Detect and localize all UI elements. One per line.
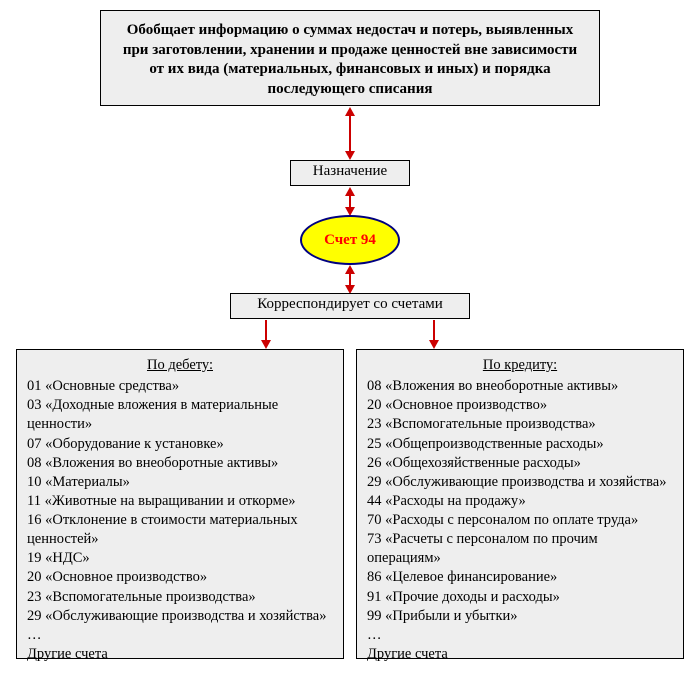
debit-title: По дебету: <box>27 356 333 375</box>
list-item: 16 «Отклонение в стоимости материальных … <box>27 511 333 549</box>
list-item: 01 «Основные средства» <box>27 377 333 396</box>
list-item: 91 «Прочие доходы и расходы» <box>367 588 673 607</box>
arrowhead-icon <box>429 340 439 349</box>
list-item: Другие счета <box>27 645 333 664</box>
list-item: 07 «Оборудование к установке» <box>27 435 333 454</box>
account-label: Счет 94 <box>324 232 376 248</box>
list-item: 23 «Вспомогательные производства» <box>367 415 673 434</box>
purpose-label-box: Назначение <box>290 160 410 186</box>
credit-list: 08 «Вложения во внеоборотные активы»20 «… <box>367 377 673 664</box>
list-item: 99 «Прибыли и убытки» <box>367 607 673 626</box>
credit-box: По кредиту: 08 «Вложения во внеоборотные… <box>356 349 684 659</box>
account-ellipse: Счет 94 <box>300 215 400 265</box>
list-item: 25 «Общепроизводственные расходы» <box>367 435 673 454</box>
list-item: 11 «Животные на выращивании и откорме» <box>27 492 333 511</box>
list-item: 08 «Вложения во внеоборотные активы» <box>367 377 673 396</box>
arrowhead-icon <box>261 340 271 349</box>
purpose-label: Назначение <box>313 163 387 179</box>
list-item: Другие счета <box>367 645 673 664</box>
list-item: 73 «Расчеты с персоналом по прочим опера… <box>367 530 673 568</box>
list-item: 29 «Обслуживающие производства и хозяйст… <box>27 607 333 626</box>
debit-box: По дебету: 01 «Основные средства»03 «Дох… <box>16 349 344 659</box>
arrowhead-icon <box>345 265 355 274</box>
list-item: 29 «Обслуживающие производства и хозяйст… <box>367 473 673 492</box>
list-item: 20 «Основное производство» <box>367 396 673 415</box>
description-text: Обобщает информацию о суммах недостач и … <box>123 22 577 97</box>
arrowhead-icon <box>345 187 355 196</box>
arrow-to-right <box>433 320 435 341</box>
description-box: Обобщает информацию о суммах недостач и … <box>100 10 600 106</box>
corresponds-label: Корреспондирует со счетами <box>257 296 443 312</box>
list-item: 23 «Вспомогательные производства» <box>27 588 333 607</box>
list-item: 70 «Расходы с персоналом по оплате труда… <box>367 511 673 530</box>
list-item: … <box>27 626 333 645</box>
list-item: … <box>367 626 673 645</box>
corresponds-label-box: Корреспондирует со счетами <box>230 293 470 319</box>
list-item: 03 «Доходные вложения в материальные цен… <box>27 396 333 434</box>
credit-title: По кредиту: <box>367 356 673 375</box>
list-item: 20 «Основное производство» <box>27 568 333 587</box>
list-item: 10 «Материалы» <box>27 473 333 492</box>
arrowhead-icon <box>345 151 355 160</box>
arrow-top <box>349 115 351 151</box>
list-item: 44 «Расходы на продажу» <box>367 492 673 511</box>
list-item: 19 «НДС» <box>27 549 333 568</box>
arrow-to-left <box>265 320 267 341</box>
debit-list: 01 «Основные средства»03 «Доходные вложе… <box>27 377 333 664</box>
list-item: 26 «Общехозяйственные расходы» <box>367 454 673 473</box>
list-item: 08 «Вложения во внеоборотные активы» <box>27 454 333 473</box>
arrow-mid1 <box>349 195 351 207</box>
arrow-mid2 <box>349 273 351 285</box>
list-item: 86 «Целевое финансирование» <box>367 568 673 587</box>
arrowhead-icon <box>345 107 355 116</box>
